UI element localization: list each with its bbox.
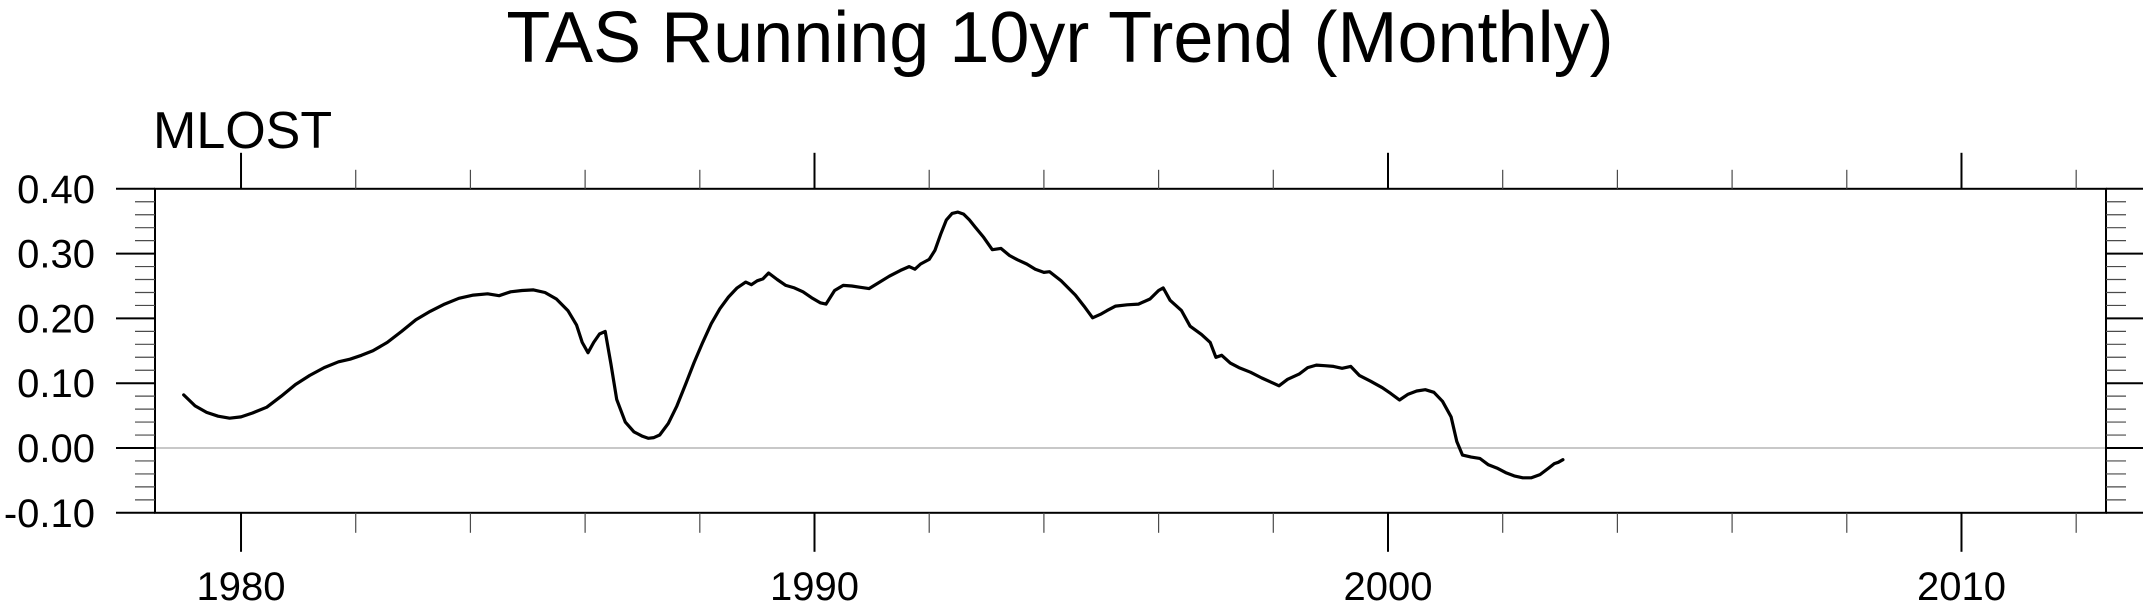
tick-labels: 0.40 0.30 0.20 0.10 0.00 -0.10 1980 1990 2000 201… [4,168,2006,609]
y-tick-label: 0.10 [17,362,95,406]
panel-label: MLOST [153,102,332,160]
y-tick-label: 0.40 [17,168,95,212]
y-tick-label: 0.30 [17,233,95,277]
y-tick-label: 0.00 [17,427,95,471]
x-tick-label: 2000 [1344,565,1433,609]
axes [116,152,2143,552]
x-tick-label: 2010 [1917,565,2006,609]
x-tick-label: 1990 [770,565,859,609]
series-line-mlost [182,210,1565,480]
data-curve [182,210,1565,480]
chart-title: TAS Running 10yr Trend (Monthly) [506,0,1613,78]
y-tick-label: -0.10 [4,492,95,536]
y-tick-label: 0.20 [17,297,95,341]
plot-box [154,187,2107,514]
x-tick-label: 1980 [197,565,286,609]
